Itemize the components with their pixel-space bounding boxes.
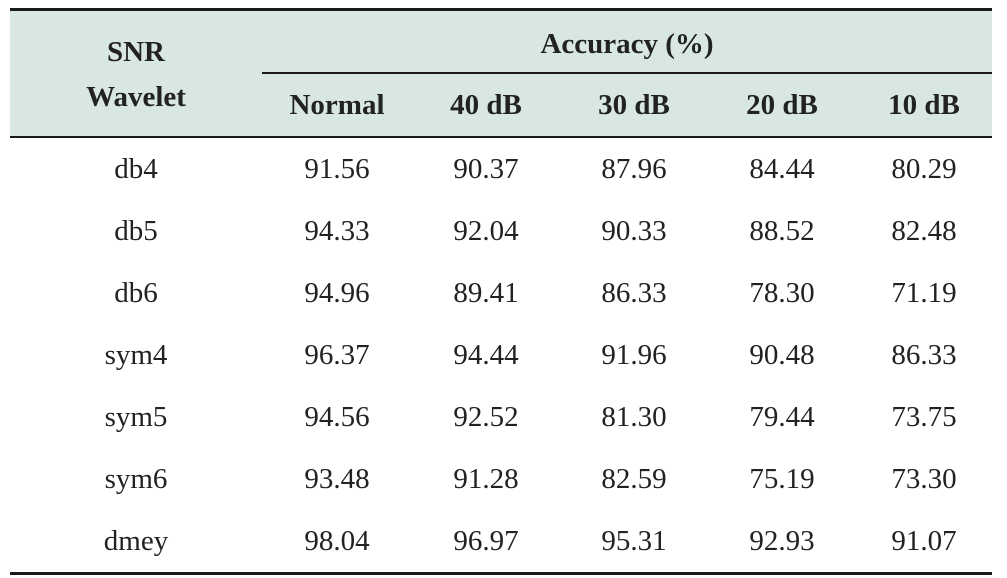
table-cell: 96.37 [304,338,370,371]
table-cell: 78.30 [749,276,815,309]
table-cell: 90.33 [601,214,667,247]
table-cell: 88.52 [749,214,815,247]
table-cell: 86.33 [601,276,667,309]
column-header-10db: 10 dB [888,89,960,121]
table-cell: 90.48 [749,338,815,371]
table-cell: 84.44 [749,152,815,185]
table-cell: 82.48 [891,214,957,247]
stub-header-snr: SNR [106,36,165,68]
table-cell: 91.96 [601,338,667,371]
table-cell: 89.41 [453,276,519,309]
table-body: db4 91.56 90.37 87.96 84.44 80.29 db5 94… [10,138,992,572]
bottom-rule [10,572,992,575]
table-cell: 80.29 [891,152,957,185]
row-label: db5 [114,214,158,247]
row-label: db6 [114,276,158,309]
table-row: dmey 98.04 96.97 95.31 92.93 91.07 [10,510,992,572]
table-cell: 93.48 [304,462,370,495]
column-header-normal: Normal [289,89,385,121]
table-cell: 91.07 [891,524,957,557]
row-label: dmey [103,524,169,557]
table-cell: 92.04 [453,214,519,247]
row-label: db4 [114,152,158,185]
table-cell: 90.37 [453,152,519,185]
table-cell: 92.52 [453,400,519,433]
table-cell: 79.44 [749,400,815,433]
table-cell: 91.56 [304,152,370,185]
table-cell: 73.75 [891,400,957,433]
table-cell: 94.44 [453,338,519,371]
table-cell: 87.96 [601,152,667,185]
top-rule [10,8,992,11]
table-cell: 82.59 [601,462,667,495]
table-row: sym4 96.37 94.44 91.96 90.48 86.33 [10,324,992,386]
table-row: db5 94.33 92.04 90.33 88.52 82.48 [10,200,992,262]
table-cell: 94.96 [304,276,370,309]
column-header-20db: 20 dB [746,89,818,121]
row-label: sym5 [104,400,168,433]
table-row: sym6 93.48 91.28 82.59 75.19 73.30 [10,448,992,510]
table-cell: 94.33 [304,214,370,247]
table-cell: 86.33 [891,338,957,371]
table-row: sym5 94.56 92.52 81.30 79.44 73.75 [10,386,992,448]
column-header-40db: 40 dB [450,89,522,121]
column-header-30db: 30 dB [598,89,670,121]
table-cell: 91.28 [453,462,519,495]
accuracy-table: SNR Wavelet Accuracy (%) Normal 40 dB 30… [10,8,992,575]
table-cell: 75.19 [749,462,815,495]
table-cell: 92.93 [749,524,815,557]
table-cell: 71.19 [891,276,957,309]
table-row: db4 91.56 90.37 87.96 84.44 80.29 [10,138,992,200]
table-cell: 95.31 [601,524,667,557]
table-row: db6 94.96 89.41 86.33 78.30 71.19 [10,262,992,324]
column-headers: Normal 40 dB 30 dB 20 dB 10 dB [262,91,992,120]
group-header-rule [262,72,992,74]
row-label: sym4 [104,338,168,371]
group-header-accuracy: Accuracy (%) [540,28,714,60]
table-header: SNR Wavelet Accuracy (%) Normal 40 dB 30… [10,11,992,136]
table-cell: 98.04 [304,524,370,557]
table-cell: 81.30 [601,400,667,433]
table-cell: 96.97 [453,524,519,557]
row-label: sym6 [104,462,168,495]
table-cell: 94.56 [304,400,370,433]
stub-header-wavelet: Wavelet [86,81,186,113]
table-cell: 73.30 [891,462,957,495]
header-rule [10,136,992,138]
stub-header: SNR Wavelet [10,11,262,136]
